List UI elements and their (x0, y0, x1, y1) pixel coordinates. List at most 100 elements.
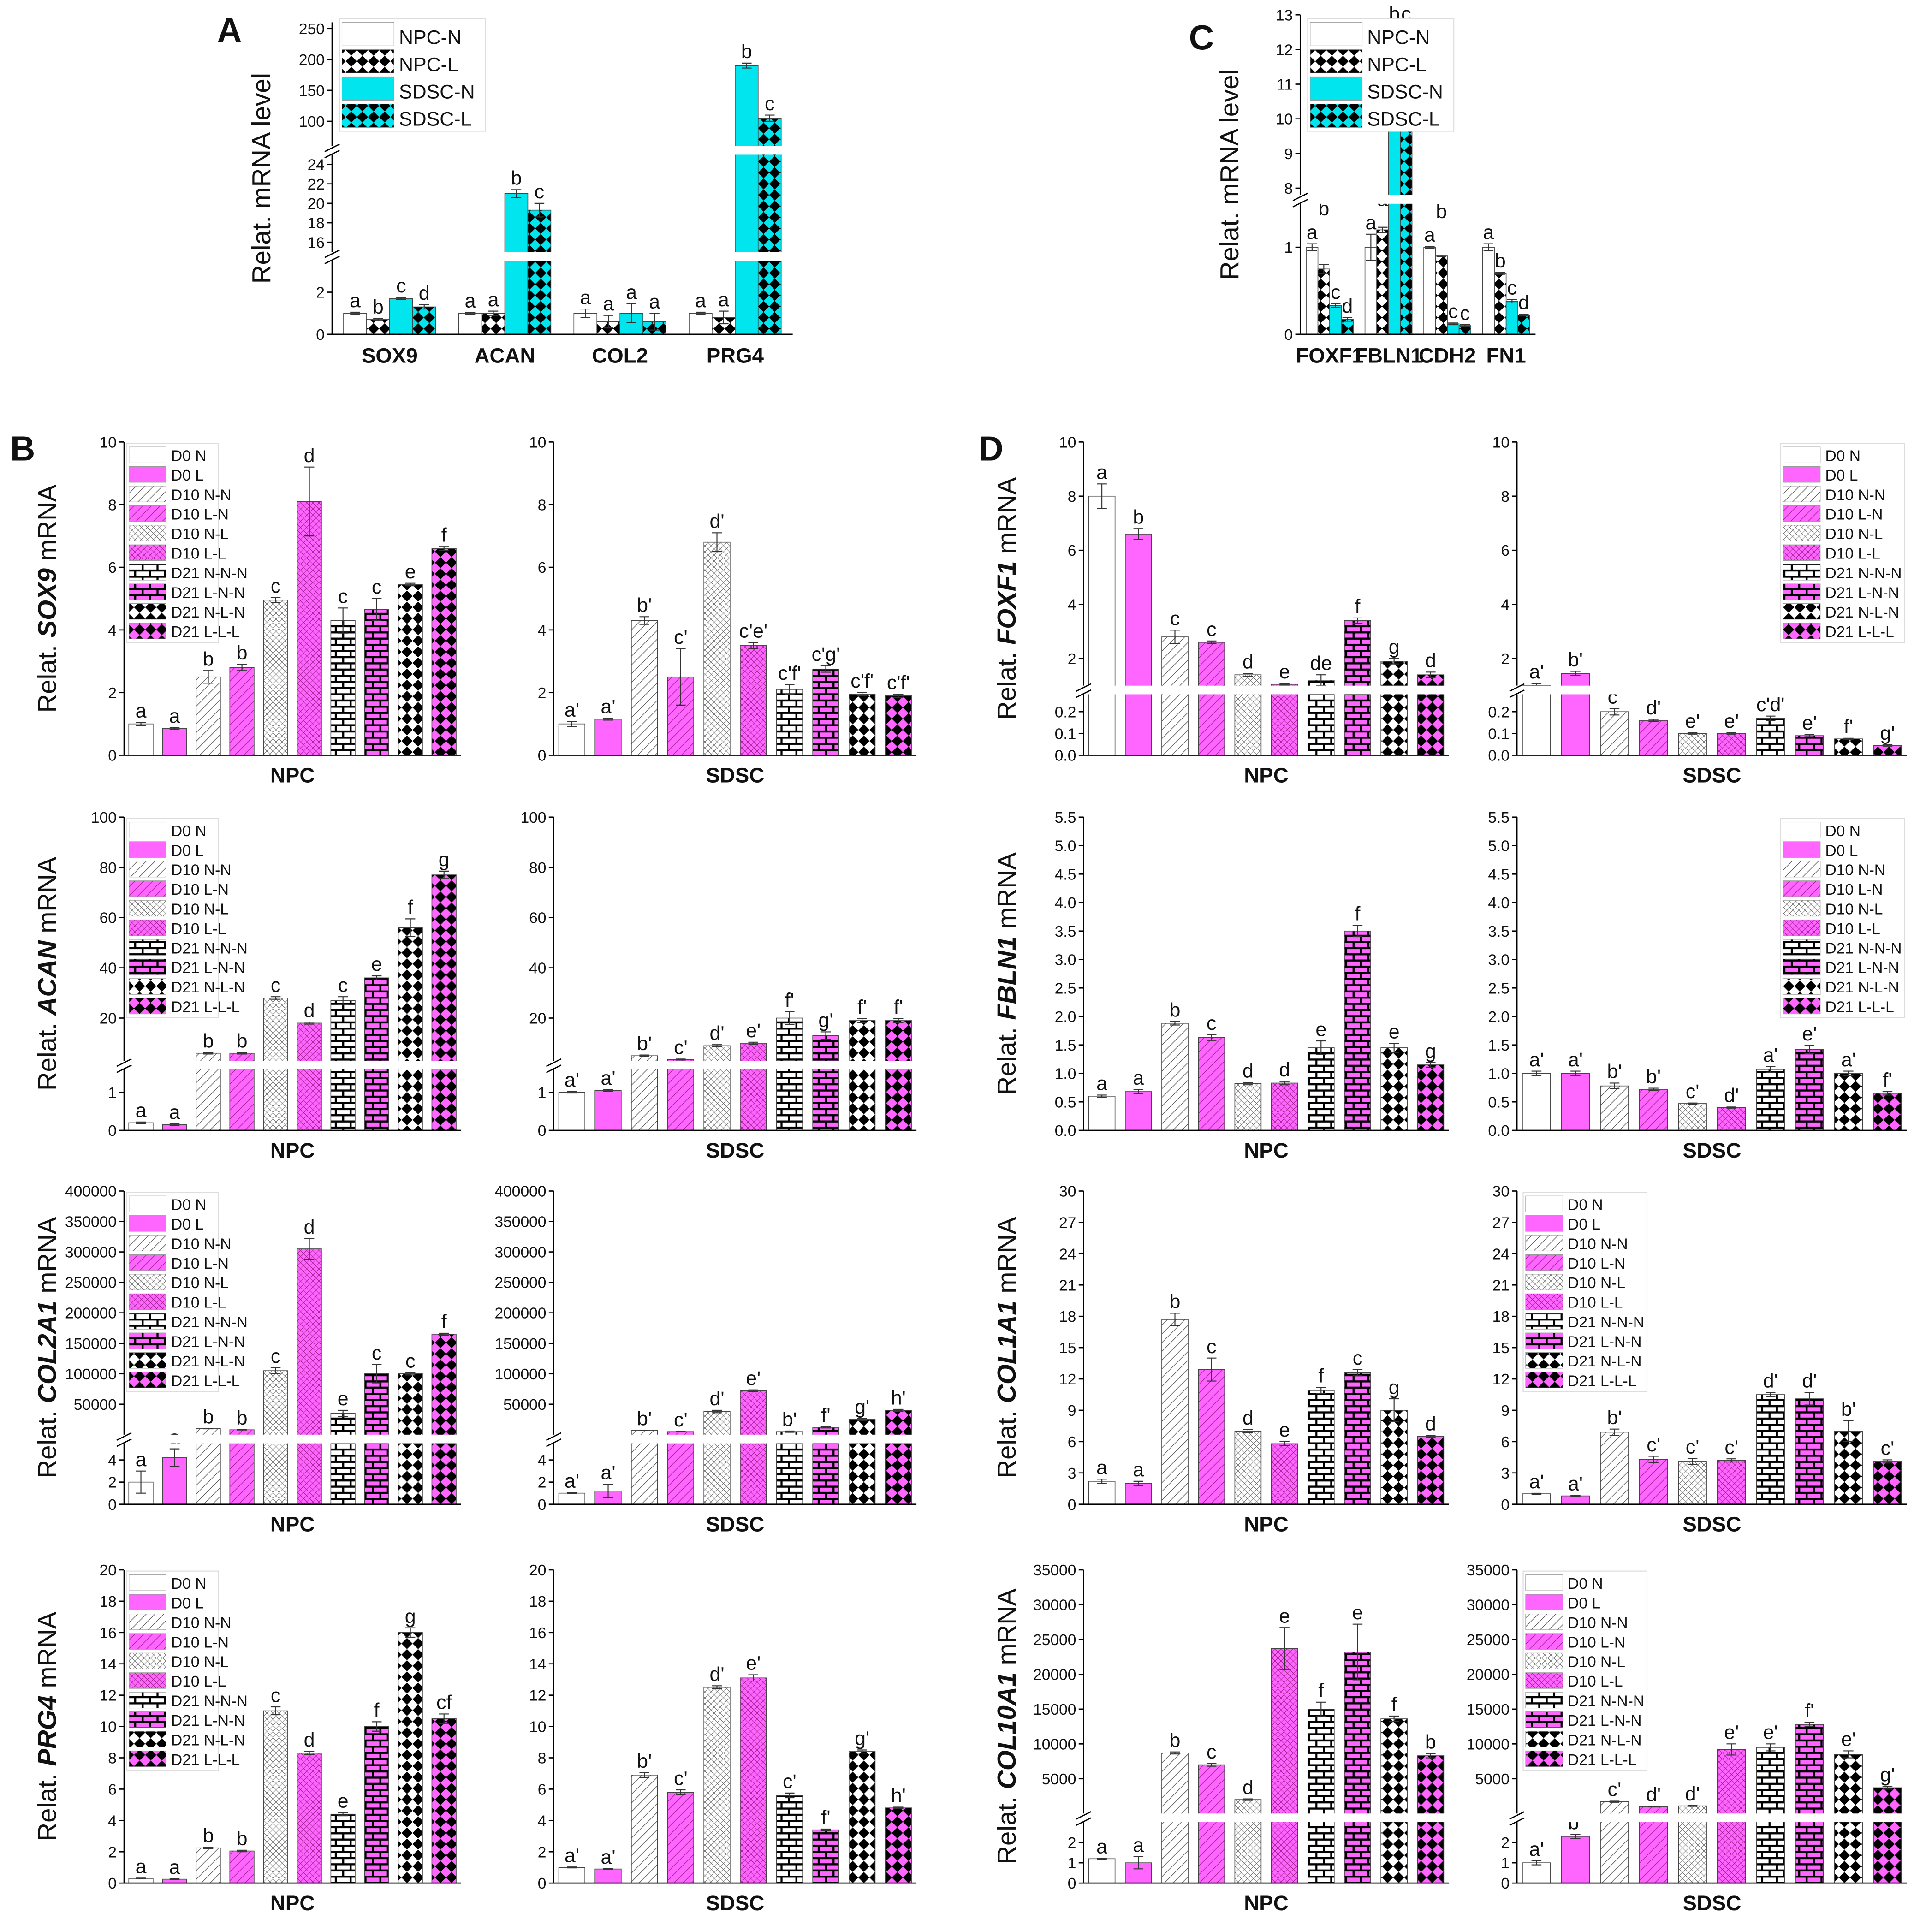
significance-letter: c' (1608, 1779, 1622, 1801)
y-tick-label: 0 (108, 1875, 117, 1892)
legend-swatch (1783, 466, 1821, 483)
bar-d21-n-l-n (1834, 738, 1863, 756)
legend-swatch (1783, 564, 1821, 581)
legend-label: D21 L-N-N (1825, 584, 1899, 601)
significance-letter: a (1424, 224, 1435, 246)
y-tick-label: 0.5 (1488, 1094, 1510, 1111)
legend-label: D10 L-L (1825, 921, 1880, 938)
error-bar (1609, 1428, 1620, 1436)
bar-d10-l-n (667, 1792, 694, 1883)
error-bar (1766, 1066, 1776, 1073)
error-bar (1352, 617, 1363, 624)
legend-label: D0 L (171, 1216, 204, 1233)
legend-label: D10 L-N (171, 1634, 229, 1651)
error-bar (439, 546, 449, 551)
y-tick-label: 2 (1068, 651, 1076, 668)
error-bar (893, 694, 904, 698)
significance-letter: a (1483, 221, 1494, 244)
y-tick-label: 4.0 (1488, 895, 1510, 912)
bar-d10-n-l (1678, 1103, 1707, 1131)
error-bar (857, 692, 867, 696)
legend-label: D10 L-L (1568, 1295, 1623, 1312)
bar-npc-n-sox9 (343, 313, 367, 335)
error-bar (893, 1408, 904, 1412)
y-label-prefix: Relat. (32, 638, 61, 713)
y-tick-label: 14 (529, 1656, 546, 1673)
y-tick-label: 10 (100, 434, 117, 451)
error-bar (1687, 732, 1698, 735)
significance-letter: a (1096, 1836, 1107, 1858)
significance-letter: a (1133, 1067, 1144, 1089)
significance-letter: f' (1883, 1069, 1892, 1091)
y-tick-label: 15000 (1467, 1701, 1510, 1718)
legend-swatch (1310, 22, 1363, 46)
y-label-suffix: mRNA (992, 1588, 1021, 1672)
axis-break-gap (333, 146, 794, 155)
significance-letter: f (1355, 595, 1361, 618)
significance-letter: d (304, 999, 315, 1022)
legend-label: D0 N (1568, 1575, 1603, 1592)
x-axis-label: NPC (270, 764, 315, 787)
significance-letter: e' (1802, 712, 1817, 734)
significance-letter: c (271, 1345, 280, 1367)
y-label-prefix: Relat. (992, 645, 1021, 720)
bar-d21-l-l-l (1873, 745, 1902, 756)
chart-d-col10a1-sdsc: a'b'c' d' d'e' e'f'e'g'01250001000015000200… (1467, 1562, 1908, 1915)
legend-label: D0 N (1568, 1197, 1603, 1214)
y-tick-label: 100 (299, 113, 325, 131)
significance-letter: d' (709, 1664, 724, 1686)
error-bar (1133, 528, 1144, 540)
axis-break-gap (125, 1061, 462, 1069)
bar-sdsc-l-acan (527, 209, 552, 335)
error-bar (1389, 658, 1399, 665)
x-axis-label: NPC (1244, 764, 1288, 787)
legend-label: D21 L-L-L (171, 1372, 240, 1390)
legend-label: D21 N-L-N (171, 1732, 245, 1749)
y-tick-label: 3 (1501, 1465, 1510, 1482)
legend-swatch (129, 958, 166, 975)
legend: D0 N D0 L D10 N-N D10 L-N D10 N-L D10 L-L D21 … (126, 1570, 248, 1771)
error-bar (1170, 1313, 1180, 1326)
bars: a a b b c d e f g cf (128, 1605, 457, 1883)
significance-letter: g (1389, 636, 1400, 658)
bar-d0-n (1088, 1858, 1116, 1883)
significance-letter: a (1133, 1834, 1144, 1856)
error-bar (1804, 1392, 1815, 1406)
bar-npc-n-prg4 (689, 313, 713, 335)
error-bar (1206, 1357, 1217, 1382)
significance-letter: e' (1685, 710, 1700, 732)
error-bar (1426, 1062, 1436, 1068)
error-bar (1436, 255, 1447, 257)
y-tick-label: 4.5 (1488, 866, 1510, 883)
legend-label: D10 L-L (1825, 546, 1880, 563)
legend-label: D21 N-L-N (171, 979, 245, 996)
error-bar (1352, 1623, 1363, 1681)
y-tick-label: 15 (1059, 1340, 1076, 1357)
bar-d10-l-l (1717, 1107, 1746, 1131)
y-tick-label: 8 (538, 497, 547, 514)
y-label-prefix: Relat. (992, 1020, 1021, 1095)
y-tick-label: 100000 (65, 1366, 117, 1383)
y-label-prefix: Relat. (32, 1016, 61, 1091)
error-bar (338, 996, 348, 1005)
legend-swatch (1783, 544, 1821, 561)
error-bar (1519, 314, 1529, 317)
error-bar (639, 1054, 649, 1057)
error-bar (764, 114, 775, 122)
legend-swatch (1525, 1195, 1563, 1212)
bar-d10-l-l (297, 1022, 322, 1131)
legend-swatch (1525, 1215, 1563, 1232)
chart-c: aaaababbcbccdccd018910111213FOXF1FBLN1CD… (1215, 3, 1537, 368)
y-tick-label: 6 (538, 1781, 547, 1798)
legend-label: NPC-N (1367, 26, 1430, 48)
y-tick-label: 350000 (494, 1214, 546, 1231)
error-bar (1389, 1398, 1399, 1422)
legend-label: SDSC-L (399, 108, 471, 130)
legend-label: D10 L-N (1825, 881, 1883, 898)
bar-d21-n-l-n (1380, 1410, 1408, 1505)
x-axis-label: SDSC (706, 1513, 764, 1536)
bar-d21-n-n-n (1307, 1047, 1335, 1131)
bar-d21-l-l-l (1417, 1064, 1445, 1131)
error-bar (1609, 708, 1620, 716)
